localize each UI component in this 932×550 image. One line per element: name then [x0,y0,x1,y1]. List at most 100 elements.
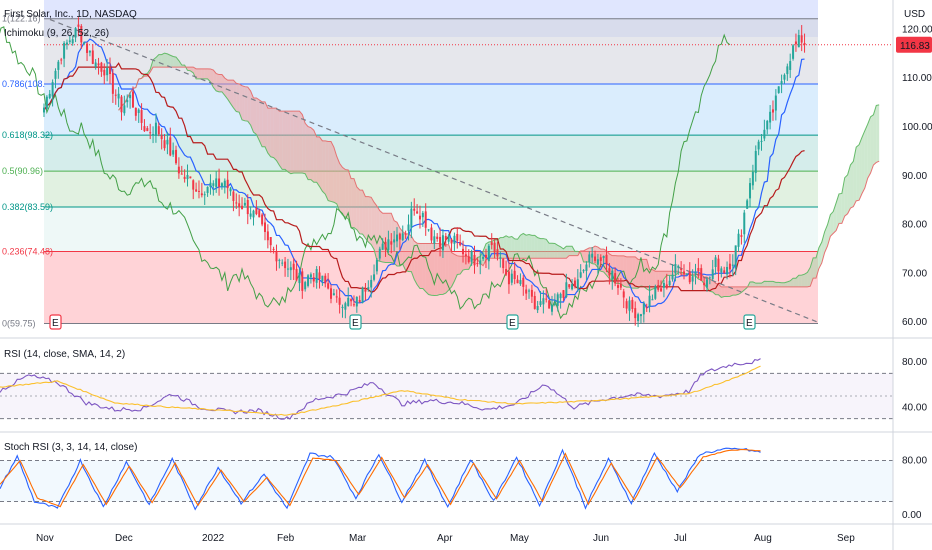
candle-body [717,258,720,272]
candle-body [754,150,757,174]
candle-body [120,96,123,113]
candle-body [309,274,312,278]
candle-body [550,304,553,312]
cloud-segment [807,267,811,287]
candle-body [792,45,795,59]
cloud-segment [451,252,455,287]
candle-body [746,200,749,209]
indicator-tick-label: 40.00 [902,402,927,413]
x-tick-label: Aug [754,533,772,544]
cloud-segment [560,246,564,259]
candle-body [794,41,797,45]
cloud-segment [219,74,222,92]
candle-body [238,203,241,208]
candle-body [246,199,249,215]
cloud-segment [841,177,845,224]
candle-body [269,237,272,246]
candle-body [737,233,740,247]
fib-level-label: 0.786(108. [2,79,45,89]
cloud-segment [850,161,854,209]
candle-body [74,28,77,38]
candle-body [137,109,140,113]
candle-body [479,260,482,265]
candle-body [220,183,223,187]
candle-body [631,299,634,309]
candle-body [728,263,731,270]
candle-body [315,269,318,283]
ichimoku-label[interactable]: Ichimoku (9, 26, 52, 26) [4,28,109,39]
cloud-segment [572,246,575,256]
y-tick-label: 100.00 [902,122,932,133]
cloud-segment [767,281,771,287]
indicator-line [0,449,761,508]
candle-body [169,137,172,156]
candle-body [341,306,344,309]
candle-body [324,275,327,284]
cloud-segment [285,111,288,172]
candle-body [272,248,275,250]
cloud-segment [861,130,865,194]
cloud-segment [798,275,802,287]
currency-label: USD [904,9,925,20]
cloud-segment [778,282,782,287]
candle-body [284,261,287,269]
fib-level-label: 0(59.75) [2,318,36,328]
candle-body [321,275,324,281]
stoch-label[interactable]: Stoch RSI (3, 3, 14, 14, close) [4,442,137,453]
cloud-segment [511,236,515,259]
indicator-line [0,447,761,511]
rsi-label[interactable]: RSI (14, close, SMA, 14, 2) [4,349,125,360]
cloud-segment [824,224,828,253]
candle-body [57,61,60,70]
candle-body [416,211,419,214]
candle-body [149,132,152,134]
candle-body [665,284,668,289]
fib-level-label: 0.618(98.32) [2,130,53,140]
candle-body [668,280,671,286]
cloud-segment [351,178,354,228]
candle-body [582,270,585,272]
candle-body [499,257,502,259]
cloud-segment [529,234,532,259]
cloud-segment [844,174,848,217]
cloud-segment [242,85,245,121]
candle-body [347,297,350,306]
candle-body [760,140,763,142]
earnings-marker [506,314,519,330]
earnings-marker [349,314,362,330]
candle-body [410,208,413,228]
cloud-segment [876,104,880,163]
candle-body [637,314,640,322]
cloud-segment [661,271,664,285]
candle-body [330,288,332,299]
cloud-segment [216,73,220,92]
candle-body [571,284,574,290]
cloud-segment [563,246,567,259]
cloud-segment [419,243,423,289]
candle-body [441,235,444,251]
cloud-segment [729,286,733,297]
cloud-segment [787,280,791,287]
cloud-segment [170,55,174,68]
x-tick-label: Jun [593,533,609,544]
candle-body [528,290,531,292]
cloud-segment [325,140,329,201]
candle-body [803,43,806,45]
base-line [43,62,805,293]
candle-body [487,245,490,262]
x-tick-label: Feb [277,533,295,544]
candle-body [106,68,109,76]
candle-body [252,210,255,218]
symbol-title[interactable]: First Solar, Inc., 1D, NASDAQ [4,9,137,20]
cloud-segment [161,53,165,68]
cloud-segment [554,243,558,259]
earnings-marker-label: E [509,318,516,329]
candle-body [786,66,789,75]
candle-body [539,301,542,305]
cloud-segment [508,236,512,259]
candle-body [318,272,321,279]
cloud-segment [549,243,552,259]
candle-body [585,264,588,271]
cloud-segment [417,243,420,289]
